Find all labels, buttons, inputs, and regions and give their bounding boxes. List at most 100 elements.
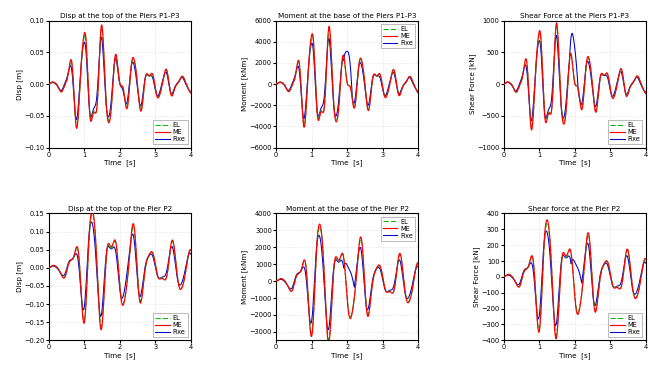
- Line: EL: EL: [49, 28, 191, 126]
- ME: [337, 253, 345, 257]
- Fixe: [186, 89, 193, 93]
- EL: [82, 43, 90, 48]
- EL: [291, 74, 299, 79]
- EL: [363, 96, 371, 101]
- ME: [565, 68, 572, 73]
- ME: [187, 247, 195, 252]
- ME: [642, 91, 649, 96]
- ME: [590, 99, 598, 103]
- Line: Fixe: Fixe: [504, 33, 646, 121]
- ME: [187, 91, 195, 96]
- ME: [66, 63, 73, 68]
- Y-axis label: Disp [m]: Disp [m]: [16, 261, 23, 292]
- Line: EL: EL: [504, 223, 646, 336]
- EL: [413, 89, 421, 94]
- ME: [73, 126, 80, 130]
- Fixe: [337, 68, 345, 72]
- Y-axis label: Shear Force [kN]: Shear Force [kN]: [469, 54, 476, 114]
- ME: [293, 273, 301, 277]
- EL: [98, 26, 106, 30]
- Legend: EL, ME, Fixe: EL, ME, Fixe: [381, 217, 415, 241]
- Title: Disp at the top of the Pier P2: Disp at the top of the Pier P2: [67, 206, 172, 212]
- Fixe: [537, 53, 545, 58]
- Fixe: [363, 97, 371, 102]
- Fixe: [590, 300, 598, 305]
- ME: [88, 209, 96, 213]
- Line: ME: ME: [504, 220, 646, 339]
- EL: [45, 265, 53, 270]
- EL: [641, 89, 648, 94]
- Fixe: [97, 314, 104, 319]
- Fixe: [187, 89, 195, 94]
- ME: [519, 273, 527, 277]
- ME: [272, 82, 280, 86]
- Fixe: [291, 72, 299, 77]
- EL: [413, 262, 421, 267]
- Fixe: [641, 89, 648, 93]
- Fixe: [415, 265, 422, 270]
- Fixe: [519, 271, 527, 276]
- X-axis label: Time  [s]: Time [s]: [332, 352, 363, 359]
- ME: [45, 265, 53, 270]
- Fixe: [552, 323, 559, 328]
- EL: [565, 70, 572, 75]
- EL: [66, 260, 73, 264]
- Fixe: [88, 220, 95, 224]
- Fixe: [520, 65, 528, 69]
- ME: [537, 306, 545, 311]
- Fixe: [363, 305, 371, 309]
- EL: [310, 44, 318, 49]
- EL: [363, 304, 371, 309]
- Fixe: [413, 88, 421, 93]
- ME: [98, 23, 106, 27]
- Fixe: [73, 117, 80, 122]
- EL: [310, 311, 317, 316]
- Legend: EL, ME, Fixe: EL, ME, Fixe: [608, 313, 643, 337]
- Line: ME: ME: [504, 23, 646, 130]
- ME: [641, 90, 648, 94]
- Fixe: [66, 259, 73, 263]
- Fixe: [291, 276, 299, 280]
- EL: [520, 64, 528, 68]
- EL: [110, 71, 117, 75]
- Fixe: [500, 82, 508, 86]
- Title: Moment at the base of the Pier P2: Moment at the base of the Pier P2: [286, 206, 409, 212]
- Line: ME: ME: [49, 211, 191, 330]
- Fixe: [110, 67, 117, 72]
- ME: [415, 261, 422, 265]
- Line: Fixe: Fixe: [504, 231, 646, 326]
- EL: [552, 334, 560, 338]
- EL: [293, 65, 301, 69]
- ME: [553, 21, 561, 25]
- EL: [520, 269, 528, 274]
- ME: [543, 218, 551, 222]
- Line: ME: ME: [276, 26, 419, 127]
- EL: [291, 278, 299, 282]
- Line: EL: EL: [504, 26, 646, 128]
- Title: Shear force at the Pier P2: Shear force at the Pier P2: [528, 206, 621, 212]
- ME: [315, 222, 323, 226]
- EL: [88, 211, 96, 216]
- Fixe: [641, 260, 648, 264]
- EL: [135, 97, 143, 101]
- ME: [413, 261, 421, 265]
- ME: [135, 99, 143, 103]
- ME: [310, 311, 317, 315]
- ME: [64, 264, 72, 268]
- EL: [325, 27, 333, 32]
- Line: ME: ME: [49, 25, 191, 128]
- ME: [110, 239, 117, 244]
- EL: [64, 74, 72, 79]
- EL: [73, 124, 80, 129]
- EL: [187, 91, 195, 95]
- Fixe: [590, 98, 598, 103]
- Legend: EL, ME, Fixe: EL, ME, Fixe: [153, 313, 188, 337]
- ME: [642, 257, 649, 261]
- Fixe: [300, 116, 308, 121]
- EL: [300, 123, 308, 127]
- EL: [135, 291, 143, 295]
- EL: [543, 220, 551, 225]
- EL: [82, 298, 90, 302]
- Fixe: [135, 98, 143, 102]
- EL: [97, 324, 105, 329]
